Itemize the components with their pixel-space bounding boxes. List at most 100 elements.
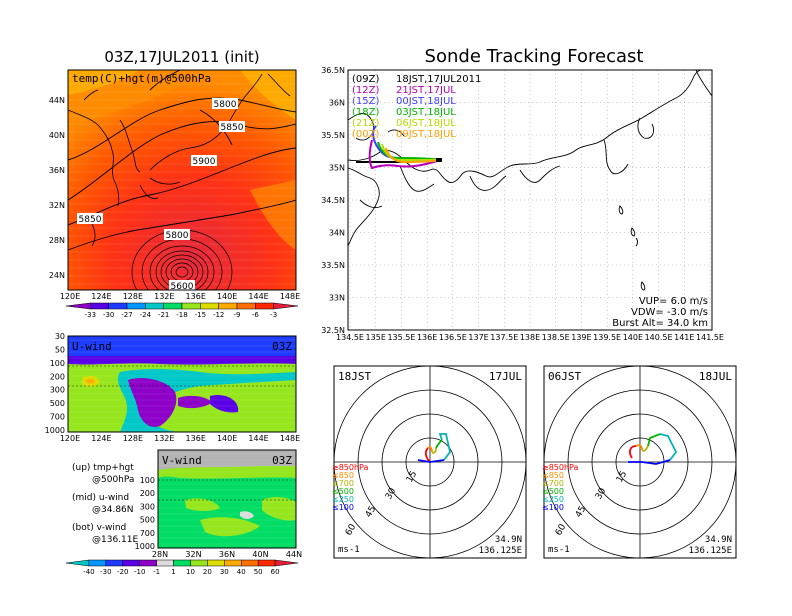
lat-label: 36.5N — [321, 66, 345, 75]
lon-label: 140E — [623, 333, 643, 342]
level-legend-item: ≤250 — [332, 495, 354, 504]
colorbar-label: 40 — [237, 568, 246, 576]
burst-alt-text: Burst Alt= 34.0 km — [612, 318, 708, 329]
v-wind-band — [158, 466, 296, 479]
lat-label: 28N — [49, 236, 65, 245]
track-18z — [377, 141, 441, 161]
legend-mid-lat: @34.86N — [92, 505, 134, 515]
colorbar-swatch — [145, 302, 164, 310]
colorbar-label: -33 — [85, 311, 96, 319]
colorbar-swatch — [88, 559, 107, 567]
launch-site-marker — [436, 158, 442, 162]
track-time: 00JST,18JUL — [396, 96, 456, 107]
lat-label: 40N — [49, 131, 65, 140]
lon-label: 139.5E — [593, 333, 621, 342]
track-tag: (18Z) — [352, 107, 379, 118]
vup-text: VUP= 6.0 m/s — [639, 296, 708, 307]
hodograph-left-date: 17JUL — [489, 370, 522, 383]
colorbar-label: -40 — [83, 568, 94, 576]
hodograph-left-time: 18JST — [338, 370, 371, 383]
tracking-map-lon-labels: 134.5E 135E 135.5E 136E 136.5E 137E 137.5E 138E… — [336, 333, 724, 342]
v-wind-panel: V-wind 03Z 100 200 300 500 700 1000 28N 32N 36N… — [135, 449, 302, 559]
colorbar-swatch — [236, 302, 256, 310]
lon-label: 137E — [468, 333, 488, 342]
level-legend-item: ≥850hPa — [332, 463, 369, 472]
colorbar-swatch — [126, 302, 146, 310]
u-wind-lon-labels: 120E 124E 128E 132E 136E 140E 144E 148E — [60, 434, 300, 443]
colorbar-label: 10 — [186, 568, 195, 576]
lon-label: 136E — [186, 434, 206, 443]
tracking-map-lat-labels: 36.5N 36N 35.5N 35N 34.5N 34N 33.5N 33N 32.5N — [321, 66, 345, 335]
legend-up-level: @500hPa — [92, 475, 134, 485]
cool-region-northeast — [240, 70, 296, 120]
u-wind-band — [68, 356, 296, 365]
track-tag: (15Z) — [352, 96, 379, 107]
hodograph-right-date: 18JUL — [699, 370, 732, 383]
colorbar-label: -27 — [121, 311, 132, 319]
level-legend-item: ≤500 — [332, 487, 354, 496]
track-time: 18JST,17JUL2011 — [396, 74, 481, 85]
right-title: Sonde Tracking Forecast — [425, 46, 644, 67]
contour-label: 5600 — [171, 282, 194, 292]
tracking-map-grid — [348, 70, 712, 330]
lon-label: 144E — [248, 434, 268, 443]
contour-label: 5800 — [214, 100, 237, 110]
lat-label: 32N — [185, 550, 201, 559]
lat-label: 34N — [329, 229, 345, 238]
lon-label: 120E — [60, 434, 80, 443]
lon-label: 128E — [123, 292, 143, 301]
level-label: 200 — [140, 489, 155, 498]
level-label: 700 — [50, 413, 65, 422]
top-map-frame — [67, 69, 297, 291]
lon-label: 120E — [60, 292, 80, 301]
lat-label: 36N — [49, 166, 65, 175]
hodograph-right: 06JST 18JUL 15 30 45 60 ≥850hPa≤850≤700≤… — [542, 365, 737, 559]
colorbar-swatch — [173, 559, 191, 567]
lon-label: 144E — [248, 292, 268, 301]
level-label: 500 — [50, 399, 65, 408]
level-label: 30 — [55, 332, 65, 341]
level-label: 300 — [140, 502, 155, 511]
cool-region-north — [68, 70, 140, 95]
contour-labels: 5800 5850 5900 5850 5800 5600 — [77, 98, 245, 292]
u-wind-easterly-band — [68, 336, 296, 356]
track-time: 21JST,17JUL — [396, 85, 456, 96]
hodograph-right-time: 06JST — [548, 370, 581, 383]
ring-label: 45 — [364, 505, 378, 520]
colorbar-swatch — [139, 559, 157, 567]
track-tag: (12Z) — [352, 85, 379, 96]
level-label: 500 — [140, 516, 155, 525]
hatching — [68, 75, 296, 285]
lon-label: 139E — [571, 333, 591, 342]
lat-label: 33.5N — [321, 261, 345, 270]
lat-label: 35.5N — [321, 131, 345, 140]
top-map-label: temp(C)+hgt(m)@500hPa — [72, 72, 211, 85]
colorbar-swatch — [207, 559, 225, 567]
level-label: 50 — [55, 345, 65, 354]
vdw-text: VDW= -3.0 m/s — [631, 307, 708, 318]
lat-label: 32N — [49, 201, 65, 210]
hodograph-right-trace — [628, 433, 678, 465]
level-legend-item: ≤700 — [542, 479, 564, 488]
colorbar-label: -12 — [213, 311, 224, 319]
top-map-lat-labels: 44N 40N 36N 32N 28N 24N — [49, 96, 65, 280]
tracking-map: (09Z) 18JST,17JUL2011 (12Z) 21JST,17JUL (15Z… — [321, 66, 724, 342]
lon-label: 132E — [154, 292, 174, 301]
contour-label: 5900 — [193, 157, 216, 167]
colorbar-label: -15 — [195, 311, 206, 319]
lat-label: 36N — [329, 99, 345, 108]
contour-label: 5800 — [166, 231, 189, 241]
u-wind-time: 03Z — [272, 340, 292, 353]
lon-label: 141E — [674, 333, 694, 342]
cool-region-east — [250, 180, 296, 250]
panel-legend: (up) tmp+hgt @500hPa (mid) u-wind @34.86… — [72, 463, 138, 545]
legend-up: (up) tmp+hgt — [72, 463, 134, 473]
sonde-tracks — [356, 125, 441, 170]
sonde-parameters: VUP= 6.0 m/s VDW= -3.0 m/s Burst Alt= 34… — [612, 296, 708, 329]
hodograph-right-lon: 136.125E — [689, 546, 732, 556]
colorbar-swatch — [181, 302, 201, 310]
u-wind-patch — [210, 394, 239, 413]
colorbar-label: -30 — [103, 311, 114, 319]
